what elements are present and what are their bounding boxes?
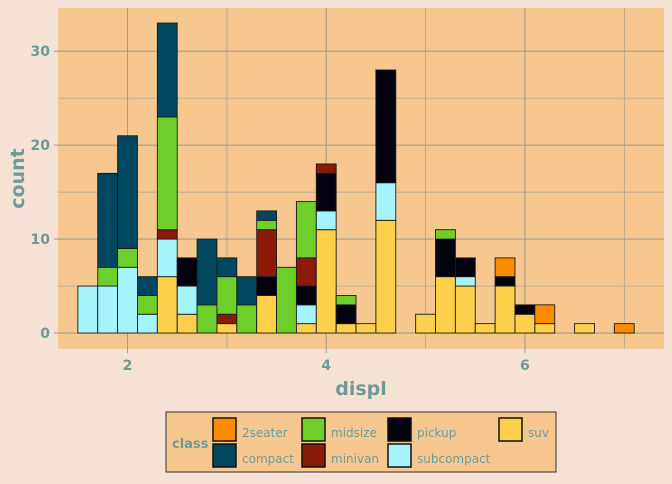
legend-key-suv [498, 417, 523, 442]
x-tick-label: 4 [321, 358, 331, 374]
bar-compact [137, 276, 158, 296]
bar-pickup [295, 285, 317, 306]
bar-subcompact [176, 285, 198, 315]
bar-compact [236, 276, 258, 306]
bar-suv [315, 229, 337, 334]
legend-label-suv: suv [528, 426, 549, 440]
bar-suv [355, 323, 377, 334]
bar-suv [415, 313, 436, 334]
bar-pickup [514, 304, 536, 315]
bar-midsize [196, 304, 218, 334]
legend-label-subcompact: subcompact [417, 452, 491, 466]
bar-midsize [97, 266, 119, 287]
histogram-bars [77, 22, 635, 334]
y-tick-label: 20 [31, 138, 51, 154]
bar-pickup [315, 172, 337, 212]
bar-pickup [256, 276, 278, 296]
legend-label-compact: compact [242, 452, 294, 466]
legend-key-pickup [387, 417, 412, 442]
bar-midsize [236, 304, 258, 334]
bar-2seater [613, 323, 635, 334]
bar-compact [117, 135, 138, 249]
legend-key-2seater [212, 417, 237, 442]
legend-label-pickup: pickup [417, 426, 456, 440]
bar-subcompact [97, 285, 119, 334]
x-tick-label: 6 [520, 358, 530, 374]
bar-pickup [454, 257, 476, 278]
bar-suv [534, 323, 556, 334]
legend-label-midsize: midsize [331, 426, 377, 440]
bar-minivan [216, 313, 238, 325]
bar-subcompact [77, 285, 99, 334]
bar-suv [176, 313, 198, 334]
x-axis-title: displ [335, 378, 387, 400]
bar-suv [335, 323, 357, 334]
bar-suv [256, 295, 278, 334]
bar-subcompact [156, 238, 178, 278]
bar-compact [156, 22, 178, 118]
legend-label-minivan: minivan [331, 452, 379, 466]
bar-suv [454, 285, 476, 334]
bar-midsize [156, 116, 178, 231]
bar-midsize [256, 219, 278, 231]
bar-compact [97, 172, 119, 268]
axis-ticks: 2 4 6 0 10 20 30 [31, 44, 530, 374]
bar-2seater [534, 304, 556, 325]
legend-label-2seater: 2seater [242, 426, 288, 440]
bar-suv [574, 323, 595, 334]
bar-midsize [435, 229, 456, 240]
bar-midsize [335, 295, 357, 306]
bar-midsize [295, 201, 317, 259]
bar-suv [474, 323, 496, 334]
legend-key-minivan [301, 443, 326, 468]
legend-title: class [172, 437, 209, 452]
bar-subcompact [315, 210, 337, 231]
bar-suv [375, 219, 397, 334]
bar-subcompact [454, 276, 476, 287]
bar-subcompact [295, 304, 317, 325]
legend-key-compact [212, 443, 237, 468]
bar-pickup [435, 238, 456, 278]
bar-midsize [276, 266, 297, 334]
y-axis-title: count [7, 148, 29, 208]
legend: class 2seater compact midsize minivan pickup… [165, 411, 557, 473]
bar-pickup [494, 276, 516, 287]
bar-suv [435, 276, 456, 334]
bar-subcompact [375, 182, 397, 221]
bar-suv [156, 276, 178, 334]
bar-subcompact [117, 266, 138, 334]
bar-suv [494, 285, 516, 334]
bar-compact [196, 238, 218, 306]
legend-key-subcompact [387, 443, 412, 468]
bar-minivan [295, 257, 317, 287]
bar-suv [295, 323, 317, 334]
x-tick-label: 2 [123, 358, 133, 374]
bar-compact [256, 210, 278, 221]
bar-subcompact [137, 313, 158, 334]
y-tick-label: 10 [31, 232, 51, 248]
y-tick-label: 0 [40, 326, 50, 342]
bar-midsize [117, 248, 138, 268]
bar-midsize [216, 276, 238, 315]
bar-2seater [494, 257, 516, 278]
bar-minivan [315, 163, 337, 174]
bar-compact [216, 257, 238, 278]
bar-suv [216, 323, 238, 334]
bar-minivan [156, 229, 178, 240]
bar-pickup [176, 257, 198, 287]
legend-key-midsize [301, 417, 326, 442]
y-tick-label: 30 [31, 44, 51, 60]
bar-pickup [375, 69, 397, 184]
bar-midsize [137, 295, 158, 315]
bar-suv [514, 313, 536, 334]
bar-minivan [256, 229, 278, 278]
bar-pickup [335, 304, 357, 325]
